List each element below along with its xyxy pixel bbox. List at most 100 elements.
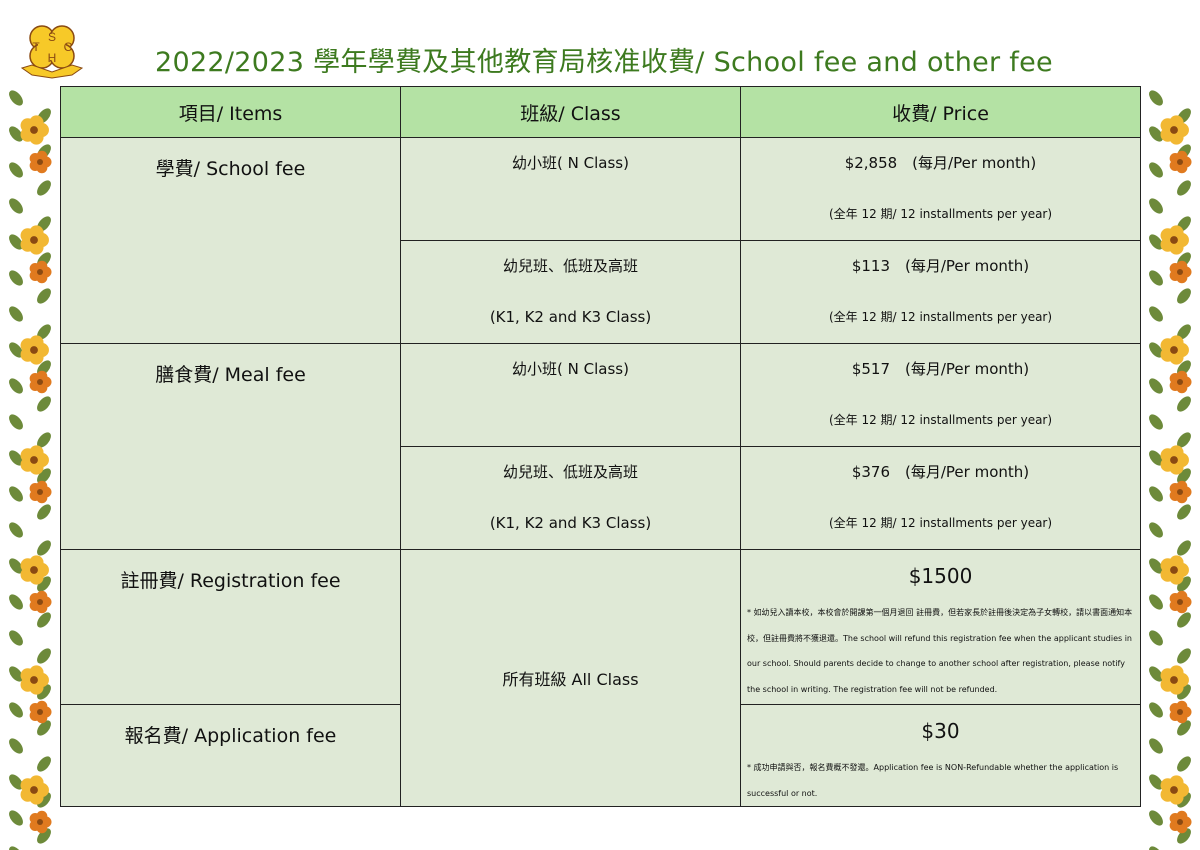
flower-vine-left-decoration [9, 90, 52, 850]
leaf [37, 504, 51, 520]
leaf [1149, 234, 1163, 250]
leaf [37, 180, 51, 196]
leaf [9, 342, 23, 358]
flower-petal [29, 225, 44, 240]
registration-note: * 如幼兒入讀本校，本校會於開課第一個月退回 註冊費，但若家長於註冊後決定為子女… [747, 608, 1133, 694]
table-row: 幼兒班、低班及高班 (K1, K2 and K3 Class) $376 (每月/… [61, 446, 1141, 550]
flower-petal [1176, 150, 1188, 162]
flower-petal [29, 335, 44, 350]
flower-center [30, 676, 38, 684]
leaf [9, 198, 23, 214]
flower-center [30, 346, 38, 354]
flower-petal [1176, 700, 1188, 712]
leaf [1149, 630, 1163, 646]
flower-center [30, 126, 38, 134]
application-note: * 成功申請與否，報名費概不發還。Application fee is NON-… [747, 763, 1119, 798]
flower-center [1170, 456, 1178, 464]
class-all: 所有班級 All Class [400, 549, 741, 807]
page-title: 2022/2023 學年學費及其他教育局核准收費/ School fee and… [155, 47, 1053, 78]
leaf [37, 540, 51, 556]
svg-text:T: T [32, 40, 40, 54]
leaf [1149, 306, 1163, 322]
leaf [1149, 594, 1163, 610]
flower-center [37, 819, 43, 825]
table-row: 註冊費/ Registration fee 所有班級 All Class $15… [60, 549, 1141, 807]
leaf [9, 558, 23, 574]
leaf [9, 810, 23, 826]
leaf [37, 432, 51, 448]
flower-center [37, 599, 43, 605]
leaf [1149, 270, 1163, 286]
flower-petal [36, 700, 48, 712]
leaf [9, 702, 23, 718]
flower-petal [29, 665, 44, 680]
flower-petal [1169, 665, 1184, 680]
flower-petal [36, 480, 48, 492]
class-label-en: (K1, K2 and K3 Class) [489, 308, 652, 326]
leaf [9, 126, 23, 142]
installments: (全年 12 期/ 12 installments per year) [828, 310, 1053, 324]
flower-center [1177, 379, 1183, 385]
flower-petal [1169, 335, 1184, 350]
leaf [37, 468, 51, 484]
flower-petal [36, 370, 48, 382]
leaf [37, 756, 51, 772]
price: $2,858 (每月/Per month) [844, 154, 1037, 172]
installments: (全年 12 期/ 12 installments per year) [828, 207, 1053, 221]
svg-text:C: C [64, 40, 73, 54]
leaf [9, 594, 23, 610]
leaf [1149, 486, 1163, 502]
leaf [9, 666, 23, 682]
leaf [9, 486, 23, 502]
class-label: 幼兒班、低班及高班 [502, 463, 638, 481]
flower-center [30, 566, 38, 574]
leaf [9, 846, 23, 850]
header-price: 收費/ Price [740, 86, 1141, 138]
leaf [9, 162, 23, 178]
item-school-fee: 學費/ School fee [60, 137, 401, 344]
flower-center [1177, 709, 1183, 715]
flower-petal [1176, 810, 1188, 822]
installments: (全年 12 期/ 12 installments per year) [828, 413, 1053, 427]
flower-petal [1169, 115, 1184, 130]
leaf [1177, 720, 1191, 736]
flower-center [1170, 126, 1178, 134]
leaf [1177, 324, 1191, 340]
flower-petal [1169, 555, 1184, 570]
flower-center [37, 709, 43, 715]
header-class: 班級/ Class [400, 86, 741, 138]
leaf [1149, 342, 1163, 358]
flower-center [37, 379, 43, 385]
header-items: 項目/ Items [60, 86, 401, 138]
flower-center [30, 236, 38, 244]
leaf [1177, 468, 1191, 484]
flower-petal [29, 775, 44, 790]
flower-petal [29, 115, 44, 130]
leaf [9, 234, 23, 250]
leaf [1177, 432, 1191, 448]
leaf [37, 720, 51, 736]
leaf [1177, 684, 1191, 700]
flower-petal [1176, 370, 1188, 382]
leaf [9, 450, 23, 466]
leaf [1177, 792, 1191, 808]
leaf [1177, 180, 1191, 196]
flower-center [37, 489, 43, 495]
leaf [37, 684, 51, 700]
leaf [1149, 666, 1163, 682]
leaf [1177, 648, 1191, 664]
leaf [9, 738, 23, 754]
flower-center [30, 456, 38, 464]
leaf [1177, 828, 1191, 844]
flower-petal [1169, 775, 1184, 790]
leaf [1177, 288, 1191, 304]
flower-center [1170, 236, 1178, 244]
flower-center [37, 269, 43, 275]
class-label: 幼小班( N Class) [512, 154, 629, 172]
table-row: 報名費/ Application fee $30 * 成功申請與否，報名費概不發還… [60, 704, 1141, 807]
flower-petal [29, 445, 44, 460]
flower-center [37, 159, 43, 165]
leaf [1177, 504, 1191, 520]
installments: (全年 12 期/ 12 installments per year) [828, 516, 1053, 530]
price: $113 (每月/Per month) [851, 257, 1030, 275]
